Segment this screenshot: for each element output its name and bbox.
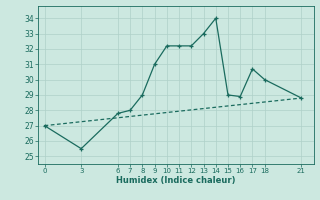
- X-axis label: Humidex (Indice chaleur): Humidex (Indice chaleur): [116, 176, 236, 185]
